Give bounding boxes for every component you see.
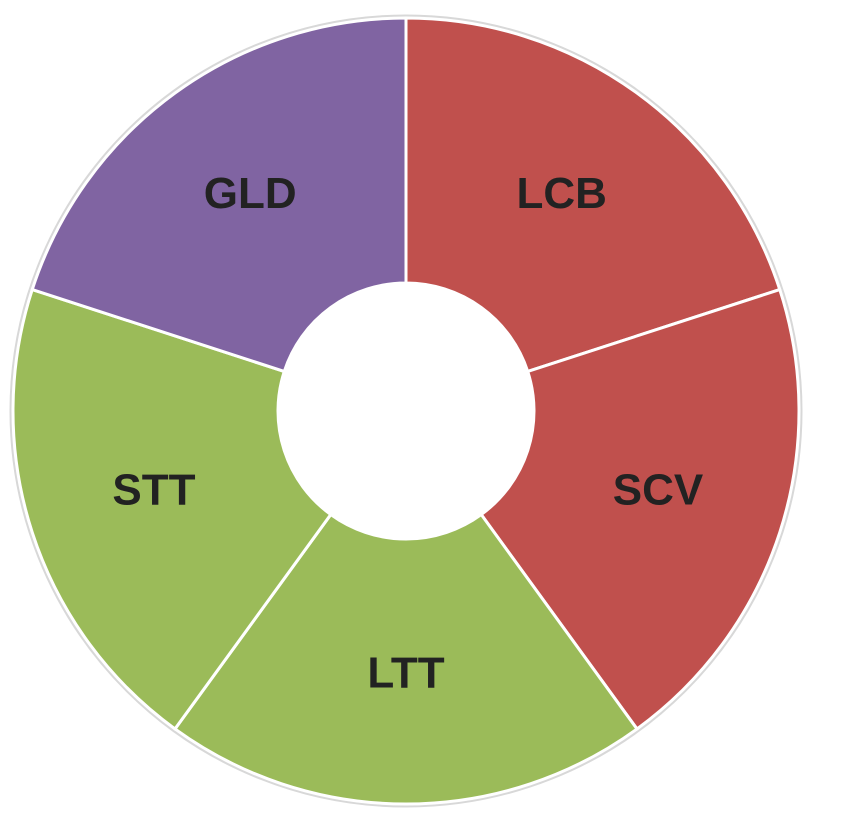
- slice: [30, 16, 408, 374]
- slice-label: SCV: [613, 466, 704, 515]
- slice: [172, 512, 640, 806]
- slice: [404, 16, 782, 374]
- slice-label: GLD: [204, 169, 297, 218]
- outer-ring: [9, 14, 803, 808]
- slice: [479, 287, 801, 732]
- slice: [11, 287, 333, 732]
- slice-label: LTT: [367, 649, 444, 698]
- slice-label: LCB: [517, 169, 607, 218]
- slice-label: STT: [112, 466, 195, 515]
